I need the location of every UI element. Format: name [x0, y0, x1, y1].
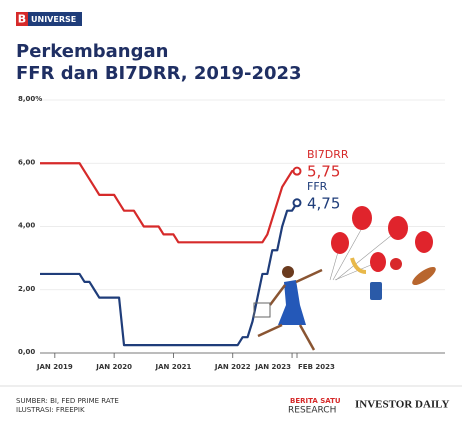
balloon	[370, 252, 386, 272]
illustration-credit: ILUSTRASI: FREEPIK	[16, 406, 85, 414]
y-tick-label: 4,00	[18, 222, 35, 230]
title-line: FFR dan BI7DRR, 2019-2023	[16, 63, 302, 84]
logo-box	[16, 12, 28, 26]
balloon	[415, 231, 433, 253]
y-tick-label: 8,00%	[18, 95, 42, 103]
logo-letter: B	[18, 13, 26, 26]
series-line	[40, 162, 297, 244]
legend-label: BI7DRR	[307, 148, 349, 161]
y-tick-label: 2,00	[18, 285, 35, 293]
logo-text: UNIVERSE	[31, 15, 76, 24]
illustration	[253, 206, 436, 351]
string	[332, 227, 363, 281]
banana	[350, 257, 367, 274]
apple	[390, 258, 402, 270]
source: SUMBER: BI, FED PRIME RATE	[16, 397, 119, 405]
x-tick-label: JAN 2019	[36, 363, 73, 371]
leg	[257, 323, 283, 338]
dress	[278, 280, 306, 325]
string	[335, 229, 399, 281]
balloon	[352, 206, 372, 230]
arm	[269, 284, 286, 306]
leg	[298, 324, 316, 351]
bread	[412, 266, 436, 286]
x-tick-label: JAN 2020	[95, 363, 132, 371]
end-marker	[292, 198, 302, 208]
brand-top: BERITA SATU	[290, 397, 341, 405]
x-tick-label: FEB 2023	[298, 363, 335, 371]
value-label: 5,75	[307, 163, 340, 181]
logo-band	[28, 12, 82, 26]
balloon	[388, 216, 408, 240]
basket	[253, 302, 271, 318]
x-tick-label: JAN 2021	[155, 363, 192, 371]
head	[282, 266, 294, 278]
value-label: 4,75	[307, 194, 340, 212]
legend-label: FFR	[307, 180, 328, 193]
y-tick-label: 0,00	[18, 348, 35, 356]
title-line: Perkembangan	[16, 41, 168, 62]
end-marker	[292, 166, 302, 176]
x-tick-label: JAN 2022	[214, 363, 251, 371]
arm	[295, 268, 323, 284]
balloon	[331, 232, 349, 254]
brand-bottom: RESEARCH	[288, 406, 336, 416]
brand: INVESTOR DAILY	[355, 399, 450, 411]
x-tick-label: JAN 2023	[254, 363, 291, 371]
bottle	[370, 282, 382, 300]
y-tick-label: 6,00	[18, 158, 35, 166]
